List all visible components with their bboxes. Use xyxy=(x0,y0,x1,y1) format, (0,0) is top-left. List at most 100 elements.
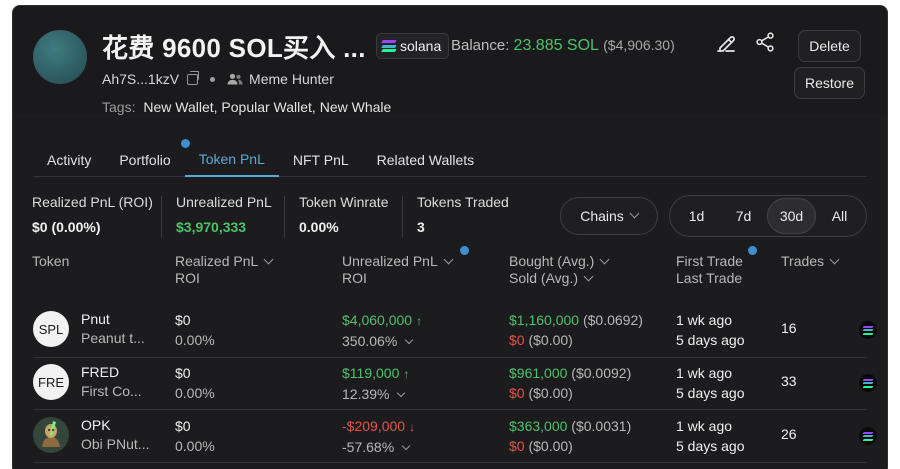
token-name: Obi PNut... xyxy=(81,436,150,452)
column-header-token[interactable]: Token xyxy=(32,253,70,269)
realized-cell: $0 0.00% xyxy=(175,416,215,456)
time-range-selector: 1d 7d 30d All xyxy=(669,195,867,237)
realized-value: $0 xyxy=(175,418,191,434)
token-icon: SPL xyxy=(33,311,69,347)
balance-label: Balance: xyxy=(451,37,510,54)
row-divider xyxy=(33,409,867,410)
notification-dot xyxy=(748,246,757,255)
unrealized-cell: $119,000 ↑ 12.39% xyxy=(342,363,409,404)
token-image xyxy=(33,417,69,453)
realized-value: $0 xyxy=(175,365,191,381)
first-trade-header: First Trade xyxy=(676,253,743,269)
realized-header-sub: ROI xyxy=(175,270,200,286)
unrealized-roi: 350.06% xyxy=(342,333,398,349)
wallet-category: Meme Hunter xyxy=(249,71,334,87)
last-trade: 5 days ago xyxy=(676,438,745,454)
table-row[interactable]: OPK Obi PNut... $0 0.00% -$209,000 ↓ -57.… xyxy=(33,410,877,462)
trades-count: 33 xyxy=(781,373,797,389)
trade-time-cell: 1 wk ago 5 days ago xyxy=(676,416,745,456)
users-icon xyxy=(227,73,243,85)
stat-value: 0.00% xyxy=(299,219,339,235)
table-row[interactable]: FRE FRED First Co... $0 0.00% $119,000 ↑ … xyxy=(33,357,877,409)
wallet-avatar xyxy=(33,30,87,84)
trades-count: 26 xyxy=(781,426,797,442)
unrealized-value: $119,000 xyxy=(342,365,400,381)
sold-value: $0 xyxy=(509,332,525,348)
realized-value: $0 xyxy=(175,312,191,328)
range-all[interactable]: All xyxy=(831,208,848,224)
realized-roi: 0.00% xyxy=(175,385,215,401)
chevron-down-icon xyxy=(263,254,274,265)
bought-avg: ($0.0092) xyxy=(571,365,632,381)
range-7d[interactable]: 7d xyxy=(735,208,752,224)
token-name: First Co... xyxy=(81,383,142,399)
chevron-down-icon xyxy=(599,254,610,265)
sold-avg: ($0.00) xyxy=(528,385,573,401)
column-header-bought-sold[interactable]: Bought (Avg.) Sold (Avg.) xyxy=(509,253,610,287)
column-header-trade-time[interactable]: First Trade Last Trade xyxy=(676,253,743,287)
token-name: Peanut t... xyxy=(81,330,145,346)
arrow-up-icon: ↑ xyxy=(416,314,423,328)
last-trade: 5 days ago xyxy=(676,385,745,401)
stat-unrealized-pnl: Unrealized PnL $3,970,333 xyxy=(176,194,272,235)
table-row[interactable]: SPL Pnut Peanut t... $0 0.00% $4,060,000… xyxy=(33,304,877,356)
unrealized-header-sub: ROI xyxy=(342,270,367,286)
wallet-balance: Balance: 23.885 SOL ($4,906.30) xyxy=(451,37,675,55)
stat-value: $3,970,333 xyxy=(176,219,247,235)
row-divider xyxy=(33,462,867,463)
restore-button[interactable]: Restore xyxy=(794,67,865,99)
stat-value: 3 xyxy=(417,219,425,235)
solana-icon xyxy=(862,431,874,441)
realized-roi: 0.00% xyxy=(175,332,215,348)
column-header-realized[interactable]: Realized PnL ROI xyxy=(175,253,274,287)
tab-bar: Activity Portfolio Token PnL NFT PnL Rel… xyxy=(33,143,867,177)
bought-value: $363,000 xyxy=(509,418,568,434)
wallet-address: Ah7S...1kzV xyxy=(102,71,180,87)
sold-avg: ($0.00) xyxy=(528,438,573,454)
edit-icon[interactable] xyxy=(714,31,738,55)
wallet-header: 花费 9600 SOL买入 ... solana Balance: 23.885… xyxy=(13,6,887,115)
delete-button[interactable]: Delete xyxy=(798,30,861,62)
copy-icon[interactable] xyxy=(187,70,200,85)
realized-roi: 0.00% xyxy=(175,438,215,454)
stat-divider xyxy=(161,196,162,238)
bought-avg: ($0.0031) xyxy=(571,418,632,434)
token-symbol: OPK xyxy=(81,417,111,433)
chevron-down-icon[interactable] xyxy=(405,335,414,345)
separator-dot xyxy=(210,76,216,82)
chevron-down-icon[interactable] xyxy=(401,441,411,451)
bought-header-label: Bought (Avg.) xyxy=(509,253,595,269)
share-icon[interactable] xyxy=(754,31,776,53)
tab-related-wallets[interactable]: Related Wallets xyxy=(376,152,475,168)
solana-icon xyxy=(862,378,874,388)
range-1d[interactable]: 1d xyxy=(688,208,705,224)
tab-token-pnl[interactable]: Token PnL xyxy=(184,143,279,177)
bought-sold-cell: $1,160,000 ($0.0692) $0 ($0.00) xyxy=(509,310,643,350)
chains-filter-button[interactable]: Chains xyxy=(560,197,658,235)
chevron-down-icon xyxy=(629,208,640,218)
chevron-down-icon xyxy=(443,254,454,265)
wallet-address-row: Ah7S...1kzV Meme Hunter xyxy=(102,70,334,87)
chevron-down-icon[interactable] xyxy=(397,388,406,398)
solana-icon xyxy=(862,325,874,335)
chains-filter-label: Chains xyxy=(580,208,624,224)
tags-label: Tags: xyxy=(102,99,136,115)
column-header-trades[interactable]: Trades xyxy=(781,253,840,270)
tab-activity[interactable]: Activity xyxy=(47,152,92,168)
unrealized-cell: -$209,000 ↓ -57.68% xyxy=(342,416,415,457)
wallet-panel: 花费 9600 SOL买入 ... solana Balance: 23.885… xyxy=(12,5,888,469)
unrealized-cell: $4,060,000 ↑ 350.06% xyxy=(342,310,422,351)
solana-chain-icon xyxy=(859,374,877,392)
column-header-unrealized[interactable]: Unrealized PnL ROI xyxy=(342,253,454,287)
unrealized-roi: 12.39% xyxy=(342,386,390,402)
range-30d[interactable]: 30d xyxy=(767,198,816,234)
realized-cell: $0 0.00% xyxy=(175,363,215,403)
trades-count: 16 xyxy=(781,320,797,336)
stat-realized-pnl: Realized PnL (ROI) $0 (0.00%) xyxy=(32,194,153,235)
stat-divider xyxy=(402,196,403,238)
tab-portfolio[interactable]: Portfolio xyxy=(119,152,171,168)
chevron-down-icon xyxy=(829,254,840,265)
wallet-tags: New Wallet, Popular Wallet, New Whale xyxy=(143,99,392,115)
trade-time-cell: 1 wk ago 5 days ago xyxy=(676,310,745,350)
tab-nft-pnl[interactable]: NFT PnL xyxy=(292,152,349,168)
